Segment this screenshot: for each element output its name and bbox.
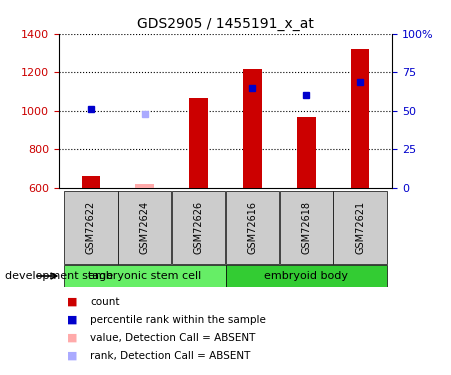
Bar: [64, 265, 226, 287]
Text: ■: ■: [67, 297, 78, 307]
Text: GSM72616: GSM72616: [248, 201, 258, 254]
Text: GSM72626: GSM72626: [193, 201, 203, 254]
Bar: [297, 117, 316, 188]
Text: value, Detection Call = ABSENT: value, Detection Call = ABSENT: [90, 333, 256, 343]
Text: percentile rank within the sample: percentile rank within the sample: [90, 315, 266, 325]
Bar: [189, 98, 208, 188]
Text: GSM72622: GSM72622: [86, 201, 96, 254]
Text: ■: ■: [67, 315, 78, 325]
Text: development stage: development stage: [5, 271, 113, 281]
Bar: [280, 191, 333, 264]
Bar: [226, 191, 279, 264]
Bar: [243, 69, 262, 188]
Bar: [226, 265, 387, 287]
Text: embryoid body: embryoid body: [264, 271, 348, 281]
Bar: [64, 191, 118, 264]
Bar: [351, 49, 369, 188]
Title: GDS2905 / 1455191_x_at: GDS2905 / 1455191_x_at: [137, 17, 314, 32]
Bar: [82, 176, 101, 188]
Text: GSM72618: GSM72618: [301, 201, 311, 254]
Text: GSM72624: GSM72624: [140, 201, 150, 254]
Text: embryonic stem cell: embryonic stem cell: [88, 271, 202, 281]
Text: GSM72621: GSM72621: [355, 201, 365, 254]
Text: count: count: [90, 297, 120, 307]
Text: ■: ■: [67, 351, 78, 361]
Text: rank, Detection Call = ABSENT: rank, Detection Call = ABSENT: [90, 351, 251, 361]
Bar: [172, 191, 225, 264]
Bar: [135, 184, 154, 188]
Text: ■: ■: [67, 333, 78, 343]
Bar: [333, 191, 387, 264]
Bar: [118, 191, 171, 264]
